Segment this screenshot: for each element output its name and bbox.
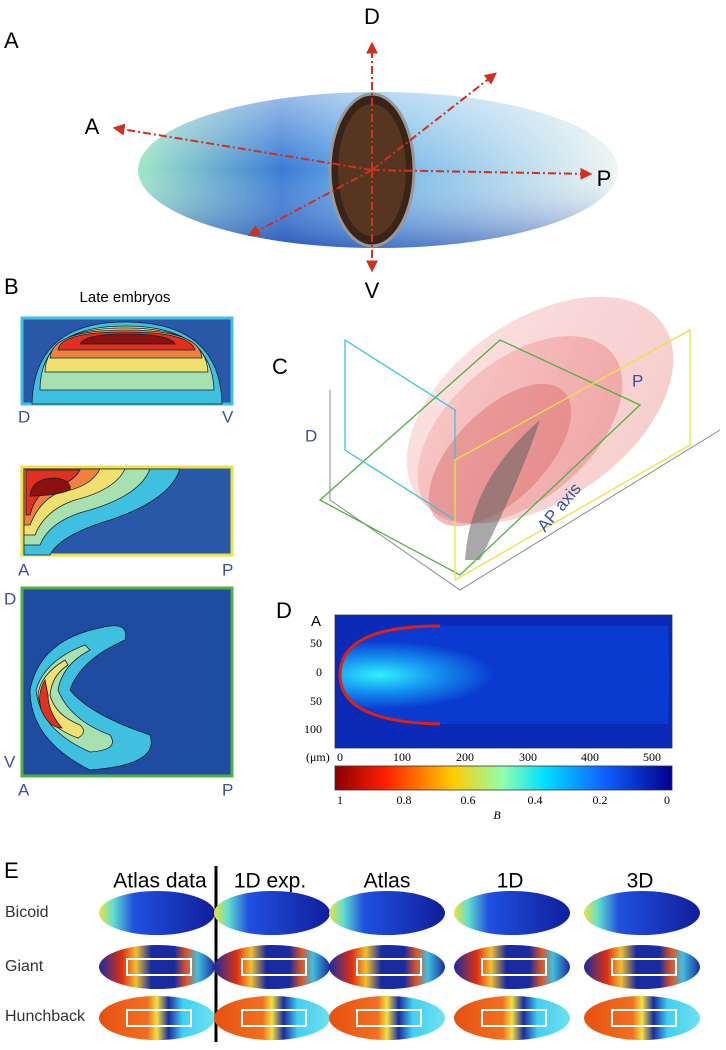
embryo-image [454,996,570,1040]
tick-label: 0.2 [593,793,608,807]
tick-label: 100 [304,722,322,736]
embryo-grid [99,891,700,1040]
row-label: Giant [5,958,44,975]
embryo-image [454,945,570,989]
axis-label: P [222,560,233,579]
tick-label: 1 [337,793,343,807]
column-header: 1D [497,870,524,893]
axis-label: A [85,114,100,139]
embryo-image [99,891,215,935]
embryo-image [329,945,445,989]
panel-label: C [272,354,288,379]
axis-label: P [222,780,233,799]
tick-label: 50 [310,636,322,650]
volume-render [318,296,721,591]
tick-label: 0.6 [461,793,476,807]
column-header: 1D exp. [234,870,306,893]
column-header: 3D [627,870,654,893]
contour-dv [20,316,234,406]
roi-box [611,1009,677,1027]
roi-box [611,958,677,976]
axis-label: D [364,4,380,29]
axis-label: A [311,613,321,630]
contour-lateral [20,586,234,778]
column-header: Atlas data [113,870,207,893]
embryo-image [329,996,445,1040]
roi-box [481,1009,547,1027]
axis-label: A [18,560,30,579]
embryo-image [214,996,330,1040]
roi-box [241,1009,307,1027]
roi-box [126,958,192,976]
embryo-image [214,891,330,935]
panel-label: B [4,274,19,299]
axis-label: V [365,278,380,303]
embryo-image [214,945,330,989]
axis-label: P [597,166,612,191]
tick-label: 400 [581,750,599,764]
axis-label: A [18,780,30,799]
tick-label: 0.8 [397,793,412,807]
row-label: Bicoid [5,904,49,921]
tick-label: 100 [393,750,411,764]
tick-label: 0 [664,793,670,807]
panel-label: E [4,858,19,883]
embryo-image [99,945,215,989]
embryo-image [454,891,570,935]
axis-label: V [4,752,16,771]
roi-box [241,958,307,976]
roi-box [126,1009,192,1027]
tick-label: 500 [643,750,661,764]
contour-ap [20,465,234,557]
tick-label: 50 [310,694,322,708]
unit-label: (μm) [306,750,330,764]
embryo-image [99,996,215,1040]
panel-label: D [276,598,292,623]
colorbar [334,765,673,791]
roi-box [481,958,547,976]
axis-label: D [4,589,16,608]
tick-label: 0.4 [528,793,543,807]
tick-label: 0 [316,665,322,679]
column-header: Atlas [364,870,411,893]
embryo-image [329,891,445,935]
embryo-image [584,891,700,935]
tick-label: 300 [519,750,537,764]
axis-label: P [632,371,643,390]
axis-label: D [305,426,317,445]
axis-label: V [222,407,234,426]
row-label: Hunchback [5,1008,86,1025]
axis-label: D [18,407,30,426]
panel-label: A [4,28,19,53]
heatmap [334,614,673,749]
tick-label: 200 [456,750,474,764]
roi-box [356,1009,422,1027]
embryo-image [584,996,700,1040]
embryo-image [584,945,700,989]
roi-box [356,958,422,976]
tick-label: 0 [337,750,343,764]
axis-arrows [112,41,593,273]
colorbar-label: B [493,808,501,822]
panel-title: Late embryos [80,289,171,306]
